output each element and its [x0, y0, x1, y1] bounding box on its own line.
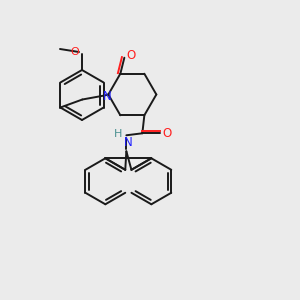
- Text: N: N: [124, 136, 133, 149]
- Text: O: O: [70, 47, 80, 57]
- Text: N: N: [103, 90, 112, 103]
- Text: O: O: [163, 127, 172, 140]
- Text: O: O: [127, 49, 136, 62]
- Text: H: H: [114, 129, 122, 139]
